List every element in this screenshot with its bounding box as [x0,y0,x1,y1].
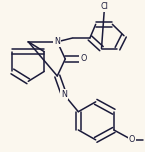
Text: N: N [54,37,60,46]
Text: O: O [80,54,87,64]
Text: Cl: Cl [100,2,108,11]
Text: N: N [61,90,67,99]
Text: O: O [129,135,135,144]
